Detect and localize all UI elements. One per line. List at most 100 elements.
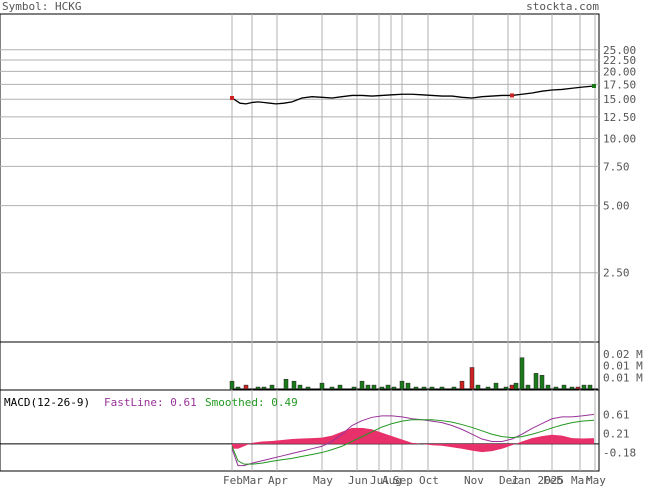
volume-bar-20 bbox=[399, 380, 405, 390]
x-tick-label: Dec bbox=[499, 474, 519, 486]
volume-bar-26 bbox=[451, 386, 457, 390]
volume-bar-3 bbox=[255, 386, 261, 390]
macd-histogram-segment-7 bbox=[292, 438, 302, 444]
macd-histogram-segment-27 bbox=[492, 443, 502, 452]
x-tick-label: Mar bbox=[243, 474, 263, 486]
x-tick-label: Nov bbox=[464, 474, 484, 486]
x-tick-label: Jul bbox=[370, 474, 390, 486]
macd-histogram-segment-16 bbox=[382, 432, 392, 444]
macd-histogram-segment-13 bbox=[352, 427, 362, 444]
price-marker-1 bbox=[510, 93, 514, 98]
macd-histogram-segment-6 bbox=[282, 439, 292, 444]
volume-bar-41 bbox=[561, 384, 567, 390]
macd-histogram-segment-35 bbox=[572, 438, 582, 444]
x-tick-label: Oct bbox=[419, 474, 439, 486]
macd-smoothed-line bbox=[231, 419, 595, 465]
macd-histogram-segment-33 bbox=[552, 434, 562, 444]
volume-bar-22 bbox=[413, 386, 419, 390]
macd-histogram-segment-36 bbox=[582, 438, 594, 444]
x-tick-label: Mar bbox=[571, 474, 591, 486]
macd-histogram-segment-20 bbox=[422, 443, 432, 446]
volume-bar-8 bbox=[297, 384, 303, 390]
macd-histogram-segment-26 bbox=[482, 443, 492, 453]
macd-histogram-segment-25 bbox=[472, 443, 482, 453]
volume-bar-12 bbox=[337, 384, 343, 390]
macd-histogram-segment-21 bbox=[432, 443, 442, 446]
price-tick-label: 10.00 bbox=[603, 132, 636, 145]
x-tick-label: Feb bbox=[543, 474, 563, 486]
x-tick-label: May bbox=[313, 474, 333, 486]
price-line bbox=[231, 85, 595, 105]
volume-bar-43 bbox=[575, 386, 581, 390]
volume-bar-31 bbox=[493, 382, 499, 390]
macd-histogram-segment-1 bbox=[238, 443, 244, 449]
volume-y-axis: 0.02 M0.01 M0.01 M bbox=[603, 348, 643, 384]
volume-bar-1 bbox=[235, 386, 241, 390]
volume-bar-38 bbox=[539, 375, 545, 390]
macd-histogram-segment-10 bbox=[322, 435, 332, 444]
volume-bar-5 bbox=[269, 384, 275, 390]
price-series bbox=[230, 83, 596, 105]
macd-histogram-segment-3 bbox=[252, 441, 262, 444]
volume-bar-0 bbox=[229, 380, 235, 390]
volume-tick-label: 0.02 M bbox=[603, 348, 643, 361]
volume-bar-27 bbox=[459, 380, 465, 390]
volume-bar-13 bbox=[351, 386, 357, 390]
macd-histogram-segment-31 bbox=[532, 436, 542, 444]
x-tick-label: Jan 2025 bbox=[511, 474, 564, 486]
macd-histogram-segment-8 bbox=[302, 438, 312, 444]
macd-histogram-segment-28 bbox=[502, 443, 512, 449]
volume-bar-42 bbox=[569, 386, 575, 390]
volume-bar-30 bbox=[485, 386, 491, 390]
volume-bar-10 bbox=[319, 382, 325, 390]
macd-histogram-segment-19 bbox=[412, 442, 422, 444]
volume-bar-11 bbox=[329, 386, 335, 390]
price-panel-frame bbox=[0, 13, 600, 343]
price-tick-label: 5.00 bbox=[603, 200, 630, 213]
x-tick-label: Jun bbox=[348, 474, 368, 486]
macd-tick-label: -0.18 bbox=[603, 447, 636, 460]
macd-y-axis: 0.61 0.21 -0.18 bbox=[603, 408, 636, 459]
macd-histogram-segment-32 bbox=[542, 434, 552, 444]
volume-bar-35 bbox=[519, 357, 525, 390]
volume-panel-frame bbox=[0, 341, 600, 391]
price-marker-2 bbox=[592, 83, 596, 88]
price-tick-label: 2.50 bbox=[603, 267, 630, 280]
volume-bar-19 bbox=[391, 386, 397, 390]
macd-smoothed-label: Smoothed: 0.49 bbox=[205, 396, 298, 409]
volume-bar-33 bbox=[509, 384, 515, 390]
volume-bar-16 bbox=[371, 384, 377, 390]
macd-histogram-segment-14 bbox=[362, 427, 372, 444]
macd-histogram-segment-2 bbox=[244, 442, 252, 447]
volume-bar-7 bbox=[291, 380, 297, 390]
macd-histogram-segment-18 bbox=[402, 439, 412, 444]
price-tick-label: 7.50 bbox=[603, 160, 630, 173]
volume-bar-28 bbox=[469, 367, 475, 390]
macd-histogram-segment-5 bbox=[272, 440, 282, 444]
volume-bar-18 bbox=[385, 384, 391, 390]
macd-tick-label: 0.21 bbox=[603, 428, 630, 441]
macd-tick-label: 0.61 bbox=[603, 408, 630, 421]
grid-layer bbox=[0, 14, 599, 471]
volume-bar-29 bbox=[475, 384, 481, 390]
macd-histogram-segment-24 bbox=[462, 443, 472, 451]
volume-bar-21 bbox=[405, 382, 411, 390]
volume-bar-14 bbox=[359, 380, 365, 390]
volume-tick-label: 0.01 M bbox=[603, 371, 643, 384]
x-tick-label: Apr bbox=[268, 474, 288, 486]
symbol-label: Symbol: HCKG bbox=[2, 0, 81, 13]
macd-histogram-segment-9 bbox=[312, 437, 322, 444]
volume-bar-25 bbox=[439, 386, 445, 390]
price-tick-label: 12.50 bbox=[603, 111, 636, 124]
x-tick-label: Sep bbox=[393, 474, 413, 486]
volume-bar-17 bbox=[379, 386, 385, 390]
volume-bar-24 bbox=[429, 386, 435, 390]
price-tick-label: 25.00 bbox=[603, 44, 636, 57]
volume-bar-15 bbox=[365, 384, 371, 390]
volume-bar-9 bbox=[305, 386, 311, 390]
macd-histogram-segment-30 bbox=[522, 438, 532, 444]
volume-bar-44 bbox=[581, 384, 587, 390]
